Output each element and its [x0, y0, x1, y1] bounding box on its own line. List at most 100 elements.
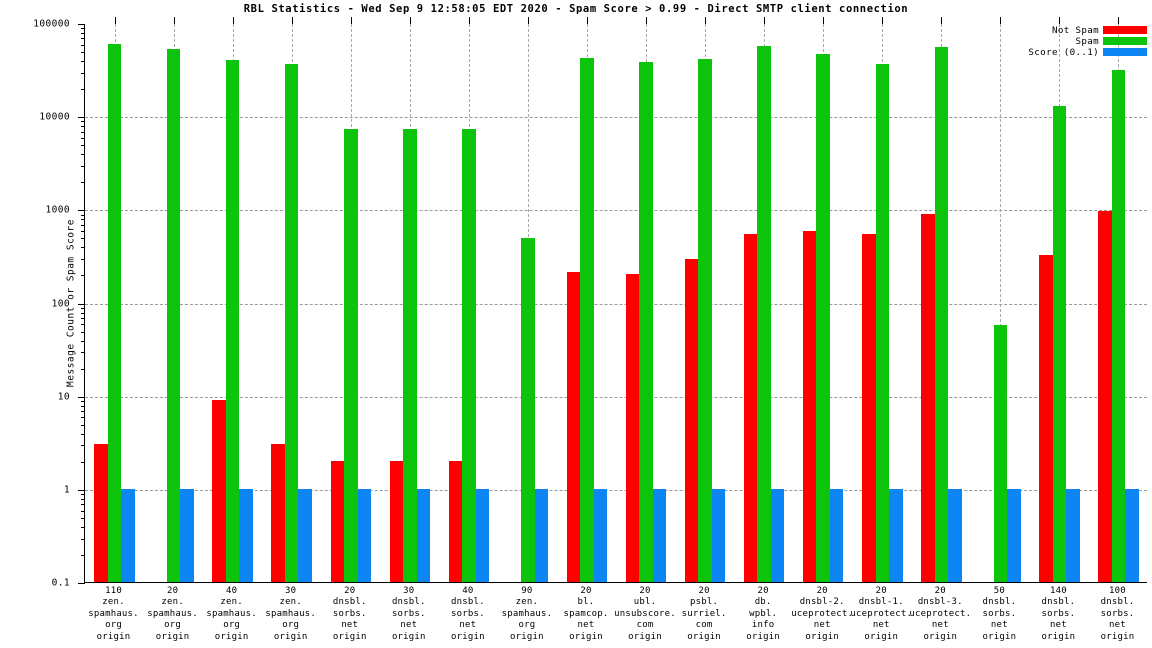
- x-axis-tick: [705, 17, 707, 24]
- x-axis-label-line: dnsbl.: [1100, 597, 1135, 608]
- x-axis-label-line: org: [518, 620, 536, 631]
- x-axis-label-line: origin: [923, 631, 958, 642]
- x-axis-label-line: origin: [628, 631, 662, 642]
- y-axis-minor-tick: [81, 461, 85, 463]
- y-axis-tick-label: 10: [57, 391, 70, 403]
- x-axis-label-line: origin: [214, 631, 249, 642]
- x-axis-group-label: 90 zen. spamhaus. org origin: [502, 586, 553, 643]
- y-axis-tick: [78, 303, 85, 305]
- y-axis-minor-tick: [81, 126, 85, 128]
- chart-legend: Not Spam Spam Score (0..1): [1004, 25, 1147, 61]
- x-axis-label-line: spamhaus.: [206, 608, 257, 619]
- x-axis-label-line: sorbs.: [332, 608, 367, 619]
- x-axis-label-line: sorbs.: [1041, 608, 1076, 619]
- x-axis-label-line: uceprotect.: [909, 608, 972, 619]
- x-axis-label-line: 50: [993, 586, 1005, 596]
- x-axis-label-line: uceprotect.: [850, 608, 913, 619]
- x-axis-label-line: spamcop.: [563, 608, 609, 619]
- x-axis-label-line: zen.: [279, 597, 302, 608]
- legend-item: Spam: [1075, 35, 1147, 47]
- legend-label: Score (0..1): [1028, 46, 1099, 58]
- x-axis-label-line: wpbl.: [749, 608, 778, 619]
- x-axis-tick: [882, 17, 884, 24]
- x-axis-label-line: org: [223, 620, 241, 631]
- bar-not-spam: [625, 274, 640, 582]
- x-axis-tick: [409, 17, 411, 24]
- bar-not-spam: [743, 234, 758, 582]
- x-axis-label-line: zen.: [102, 597, 125, 608]
- x-axis-label-line: origin: [569, 631, 603, 642]
- bar-not-spam: [389, 460, 404, 582]
- x-axis-label-line: 20: [580, 586, 592, 596]
- x-axis-label-line: com: [695, 620, 713, 631]
- x-axis-tick: [350, 17, 352, 24]
- y-axis-minor-tick: [81, 417, 85, 419]
- bar-score-0-1: [298, 488, 312, 582]
- y-axis-tick: [78, 24, 85, 25]
- x-axis-label-line: spamhaus.: [501, 608, 553, 619]
- bar-spam: [1111, 70, 1126, 582]
- x-axis-label-line: org: [282, 620, 300, 631]
- x-axis-label-line: origin: [864, 631, 899, 642]
- x-axis-label-line: psbl.: [690, 597, 719, 608]
- y-axis-minor-tick: [81, 154, 85, 156]
- x-axis-label-line: origin: [1041, 631, 1076, 642]
- y-axis-minor-tick: [81, 38, 85, 40]
- y-axis-tick: [78, 583, 85, 584]
- y-axis-minor-tick: [81, 182, 85, 184]
- x-axis-group-label: 30 zen. spamhaus. org origin: [265, 586, 316, 643]
- legend-swatch: [1103, 37, 1147, 45]
- y-axis-minor-tick: [81, 33, 85, 35]
- x-axis-label-line: 20: [166, 586, 179, 596]
- y-axis-minor-tick: [81, 424, 85, 426]
- x-axis-tick: [764, 17, 766, 24]
- x-axis-group-label: 20 zen. spamhaus. org origin: [147, 586, 198, 643]
- bar-not-spam: [212, 399, 226, 582]
- x-axis-tick: [1000, 17, 1002, 24]
- x-axis-label-line: org: [105, 620, 122, 631]
- x-axis-label-line: 140: [1049, 586, 1067, 596]
- bar-not-spam: [1039, 255, 1053, 582]
- y-axis-minor-tick: [81, 331, 85, 333]
- x-axis-label-line: dnsbl.: [1041, 597, 1076, 608]
- x-axis-label-line: bl.: [577, 597, 595, 608]
- x-axis-tick: [232, 17, 234, 24]
- x-axis-tick: [114, 17, 116, 24]
- bar-spam: [225, 60, 240, 582]
- x-axis-group-label: 20 psbl. surriel. com origin: [682, 586, 727, 643]
- bar-spam: [580, 58, 594, 582]
- y-axis-minor-tick: [81, 538, 85, 540]
- x-axis-label-line: net: [931, 620, 949, 631]
- bar-score-0-1: [1066, 488, 1080, 582]
- y-axis-minor-tick: [81, 368, 85, 370]
- x-axis-label-line: spamhaus.: [88, 608, 139, 619]
- legend-item: Score (0..1): [1028, 46, 1147, 58]
- x-axis-label-line: dnsbl.: [982, 597, 1017, 608]
- vertical-gridline: [1000, 24, 1002, 582]
- legend-label: Spam: [1075, 35, 1099, 47]
- legend-item: Not Spam: [1052, 25, 1147, 36]
- y-axis-minor-tick: [81, 445, 85, 447]
- x-axis-group-label: 40 zen. spamhaus. org origin: [206, 586, 257, 643]
- y-axis-minor-tick: [81, 433, 85, 435]
- y-axis-minor-tick: [81, 405, 85, 407]
- x-axis-tick: [586, 17, 588, 24]
- x-axis-label-line: uceprotect.: [791, 608, 854, 619]
- y-axis-minor-tick: [81, 510, 85, 512]
- y-axis-minor-tick: [81, 352, 85, 354]
- x-axis-label-line: 30: [285, 586, 297, 596]
- x-axis-tick: [173, 17, 175, 24]
- y-axis-minor-tick: [81, 28, 85, 30]
- y-axis-minor-tick: [81, 224, 85, 226]
- x-axis-label-line: net: [1049, 620, 1067, 631]
- bar-not-spam: [802, 230, 817, 582]
- x-axis-label-line: 20: [875, 586, 887, 596]
- x-axis-label-line: dnsbl-3.: [917, 597, 963, 608]
- x-axis-tick: [468, 17, 470, 24]
- y-axis-minor-tick: [81, 72, 85, 74]
- x-axis-tick-labels: 110 zen. spamhaus. org origin 20 zen. spamhaus.…: [84, 586, 1147, 646]
- x-axis-label-line: 40: [462, 586, 474, 596]
- bar-score-0-1: [534, 488, 549, 582]
- x-axis-label-line: net: [400, 620, 418, 631]
- legend-swatch: [1103, 48, 1147, 56]
